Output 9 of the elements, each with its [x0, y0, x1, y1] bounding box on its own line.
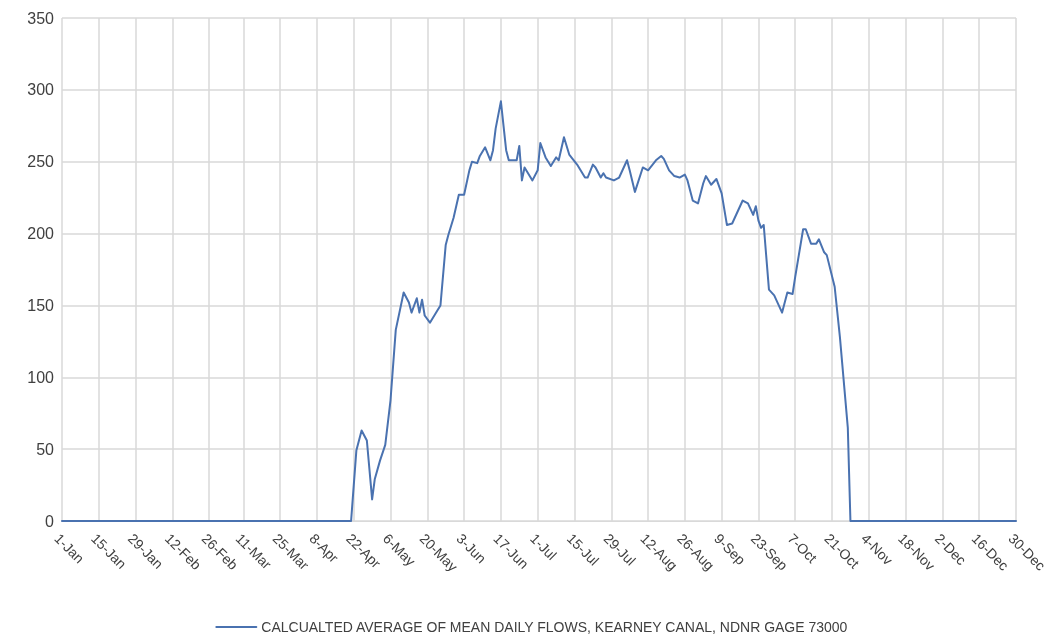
- y-tick-label: 250: [27, 153, 55, 171]
- y-tick-label: 200: [27, 225, 55, 243]
- y-tick-label: 300: [27, 81, 55, 99]
- y-tick-label: 350: [27, 9, 55, 27]
- y-tick-label: 0: [45, 512, 55, 530]
- y-tick-label: 150: [27, 296, 55, 314]
- y-tick-label: 50: [36, 440, 55, 458]
- legend-label: CALCUALTED AVERAGE OF MEAN DAILY FLOWS, KEARNEY CANAL, NDNR GAGE 73000: [261, 619, 848, 635]
- y-tick-label: 100: [27, 368, 55, 386]
